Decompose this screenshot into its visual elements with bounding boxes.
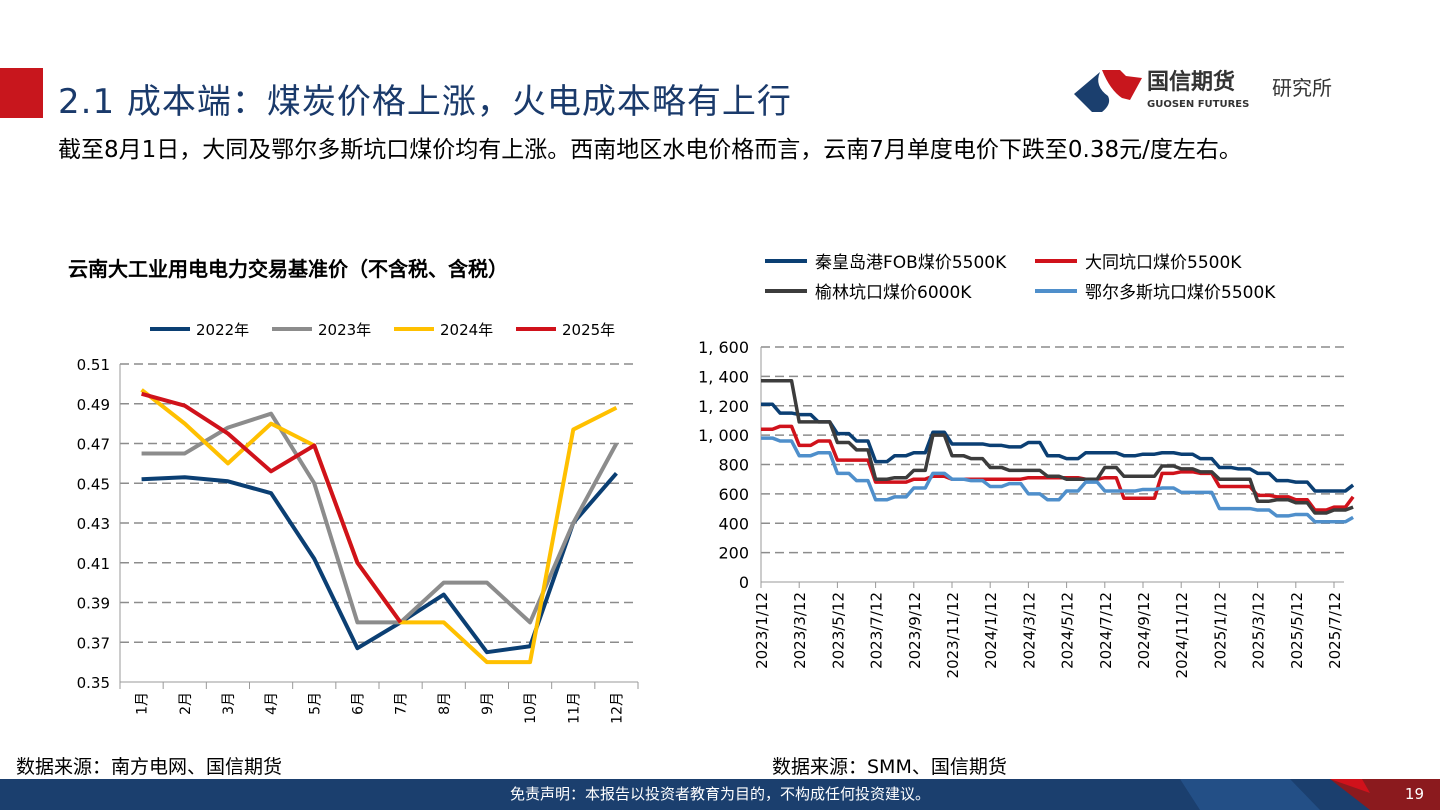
x-tick-label: 2023/3/12 (791, 592, 809, 669)
left-chart: 0.35 0.37 0.39 0.41 0.43 0.45 0.47 0.49 0.51 1月 2月… (77, 321, 639, 724)
x-tick-label: 10月 (523, 692, 539, 724)
x-tick-label: 2023/7/12 (868, 592, 886, 669)
series-line-2025年 (141, 391, 403, 624)
legend-label: 秦皇岛港FOB煤价5500K (815, 253, 1007, 273)
x-tick-label: 6月 (350, 692, 366, 715)
company-logo: 国信期货 GUOSEN FUTURES 研究所 (1072, 68, 1432, 118)
y-tick-label: 0.47 (77, 436, 110, 454)
y-tick-label: 1, 000 (698, 426, 749, 445)
legend-label: 榆林坑口煤价6000K (815, 283, 972, 303)
x-tick-label: 2025/7/12 (1326, 592, 1344, 669)
x-tick-label: 12月 (609, 692, 625, 724)
y-tick-label: 0.39 (77, 595, 110, 613)
x-tick-label: 9月 (480, 692, 496, 715)
y-tick-label: 0.37 (77, 634, 110, 652)
x-tick-label: 2月 (178, 692, 194, 715)
y-tick-label: 0.51 (77, 356, 110, 374)
page-subtitle: 截至8月1日，大同及鄂尔多斯坑口煤价均有上涨。西南地区水电价格而言，云南7月单度… (58, 137, 1242, 163)
y-tick-label: 600 (718, 485, 749, 504)
logo-cn: 国信期货 (1147, 70, 1236, 95)
series-line-大同坑口煤价5500K (761, 424, 1355, 512)
x-tick-label: 2025/5/12 (1288, 592, 1306, 669)
x-tick-label: 1月 (135, 692, 151, 715)
series-line-鄂尔多斯坑口煤价5500K (761, 436, 1354, 524)
y-tick-label: 1, 400 (698, 367, 749, 386)
series-line-榆林坑口煤价6000K (761, 379, 1354, 515)
disclaimer: 免责声明：本报告以投资者教育为目的，不构成任何投资建议。 (509, 785, 930, 803)
legend-label: 鄂尔多斯坑口煤价5500K (1085, 283, 1276, 303)
y-tick-label: 0.49 (77, 396, 110, 414)
legend-label: 2022年 (196, 321, 249, 339)
x-tick-label: 3月 (221, 692, 237, 715)
logo-mark-icon (1074, 70, 1142, 112)
left-chart-title: 云南大工业用电电力交易基准价（不含税、含税） (68, 257, 508, 281)
title-accent-bar (0, 68, 43, 118)
logo-en: GUOSEN FUTURES (1147, 99, 1250, 110)
series-line-秦皇岛港FOB煤价5500K (761, 402, 1355, 493)
x-tick-label: 4月 (264, 692, 280, 715)
y-tick-label: 0.41 (77, 555, 110, 573)
legend-label: 2023年 (318, 321, 371, 339)
x-tick-label: 2024/11/12 (1173, 592, 1191, 678)
page-title: 2.1 成本端：煤炭价格上涨，火电成本略有上行 (58, 82, 792, 122)
y-tick-label: 1, 600 (698, 338, 749, 357)
right-source: 数据来源：SMM、国信期货 (772, 756, 1007, 778)
footer-bar: 免责声明：本报告以投资者教育为目的，不构成任何投资建议。 19 (0, 779, 1440, 810)
x-tick-label: 2024/1/12 (982, 592, 1000, 669)
x-tick-label: 2025/3/12 (1250, 592, 1268, 669)
y-tick-label: 0.35 (77, 674, 110, 692)
y-tick-label: 200 (718, 544, 749, 563)
x-tick-label: 11月 (566, 692, 582, 724)
legend-label: 2024年 (440, 321, 493, 339)
x-tick-label: 2023/1/12 (753, 592, 771, 669)
x-tick-label: 2024/3/12 (1020, 592, 1038, 669)
x-tick-label: 2023/5/12 (829, 592, 847, 669)
legend-label: 2025年 (562, 321, 615, 339)
footer-decoration (1180, 779, 1440, 810)
x-tick-label: 2025/1/12 (1211, 592, 1229, 669)
y-tick-label: 1, 200 (698, 397, 749, 416)
series-line-2023年 (141, 411, 619, 625)
x-tick-label: 7月 (394, 692, 410, 715)
x-tick-label: 2023/11/12 (944, 592, 962, 678)
right-chart: 0 200 400 600 800 1, 000 1, 200 1, 400 1, 600 202… (698, 253, 1355, 678)
logo-dept: 研究所 (1272, 76, 1332, 100)
page-number: 19 (1404, 785, 1424, 803)
x-tick-label: 2024/7/12 (1097, 592, 1115, 669)
x-tick-label: 8月 (437, 692, 453, 715)
y-tick-label: 0.43 (77, 515, 110, 533)
y-tick-label: 0 (739, 573, 749, 592)
x-tick-label: 2024/9/12 (1135, 592, 1153, 669)
x-tick-label: 2023/9/12 (906, 592, 924, 669)
y-tick-label: 400 (718, 514, 749, 533)
legend-label: 大同坑口煤价5500K (1085, 253, 1242, 273)
y-tick-label: 800 (718, 456, 749, 475)
x-tick-label: 5月 (307, 692, 323, 715)
y-tick-label: 0.45 (77, 475, 110, 493)
x-tick-label: 2024/5/12 (1059, 592, 1077, 669)
left-source: 数据来源：南方电网、国信期货 (16, 756, 283, 778)
